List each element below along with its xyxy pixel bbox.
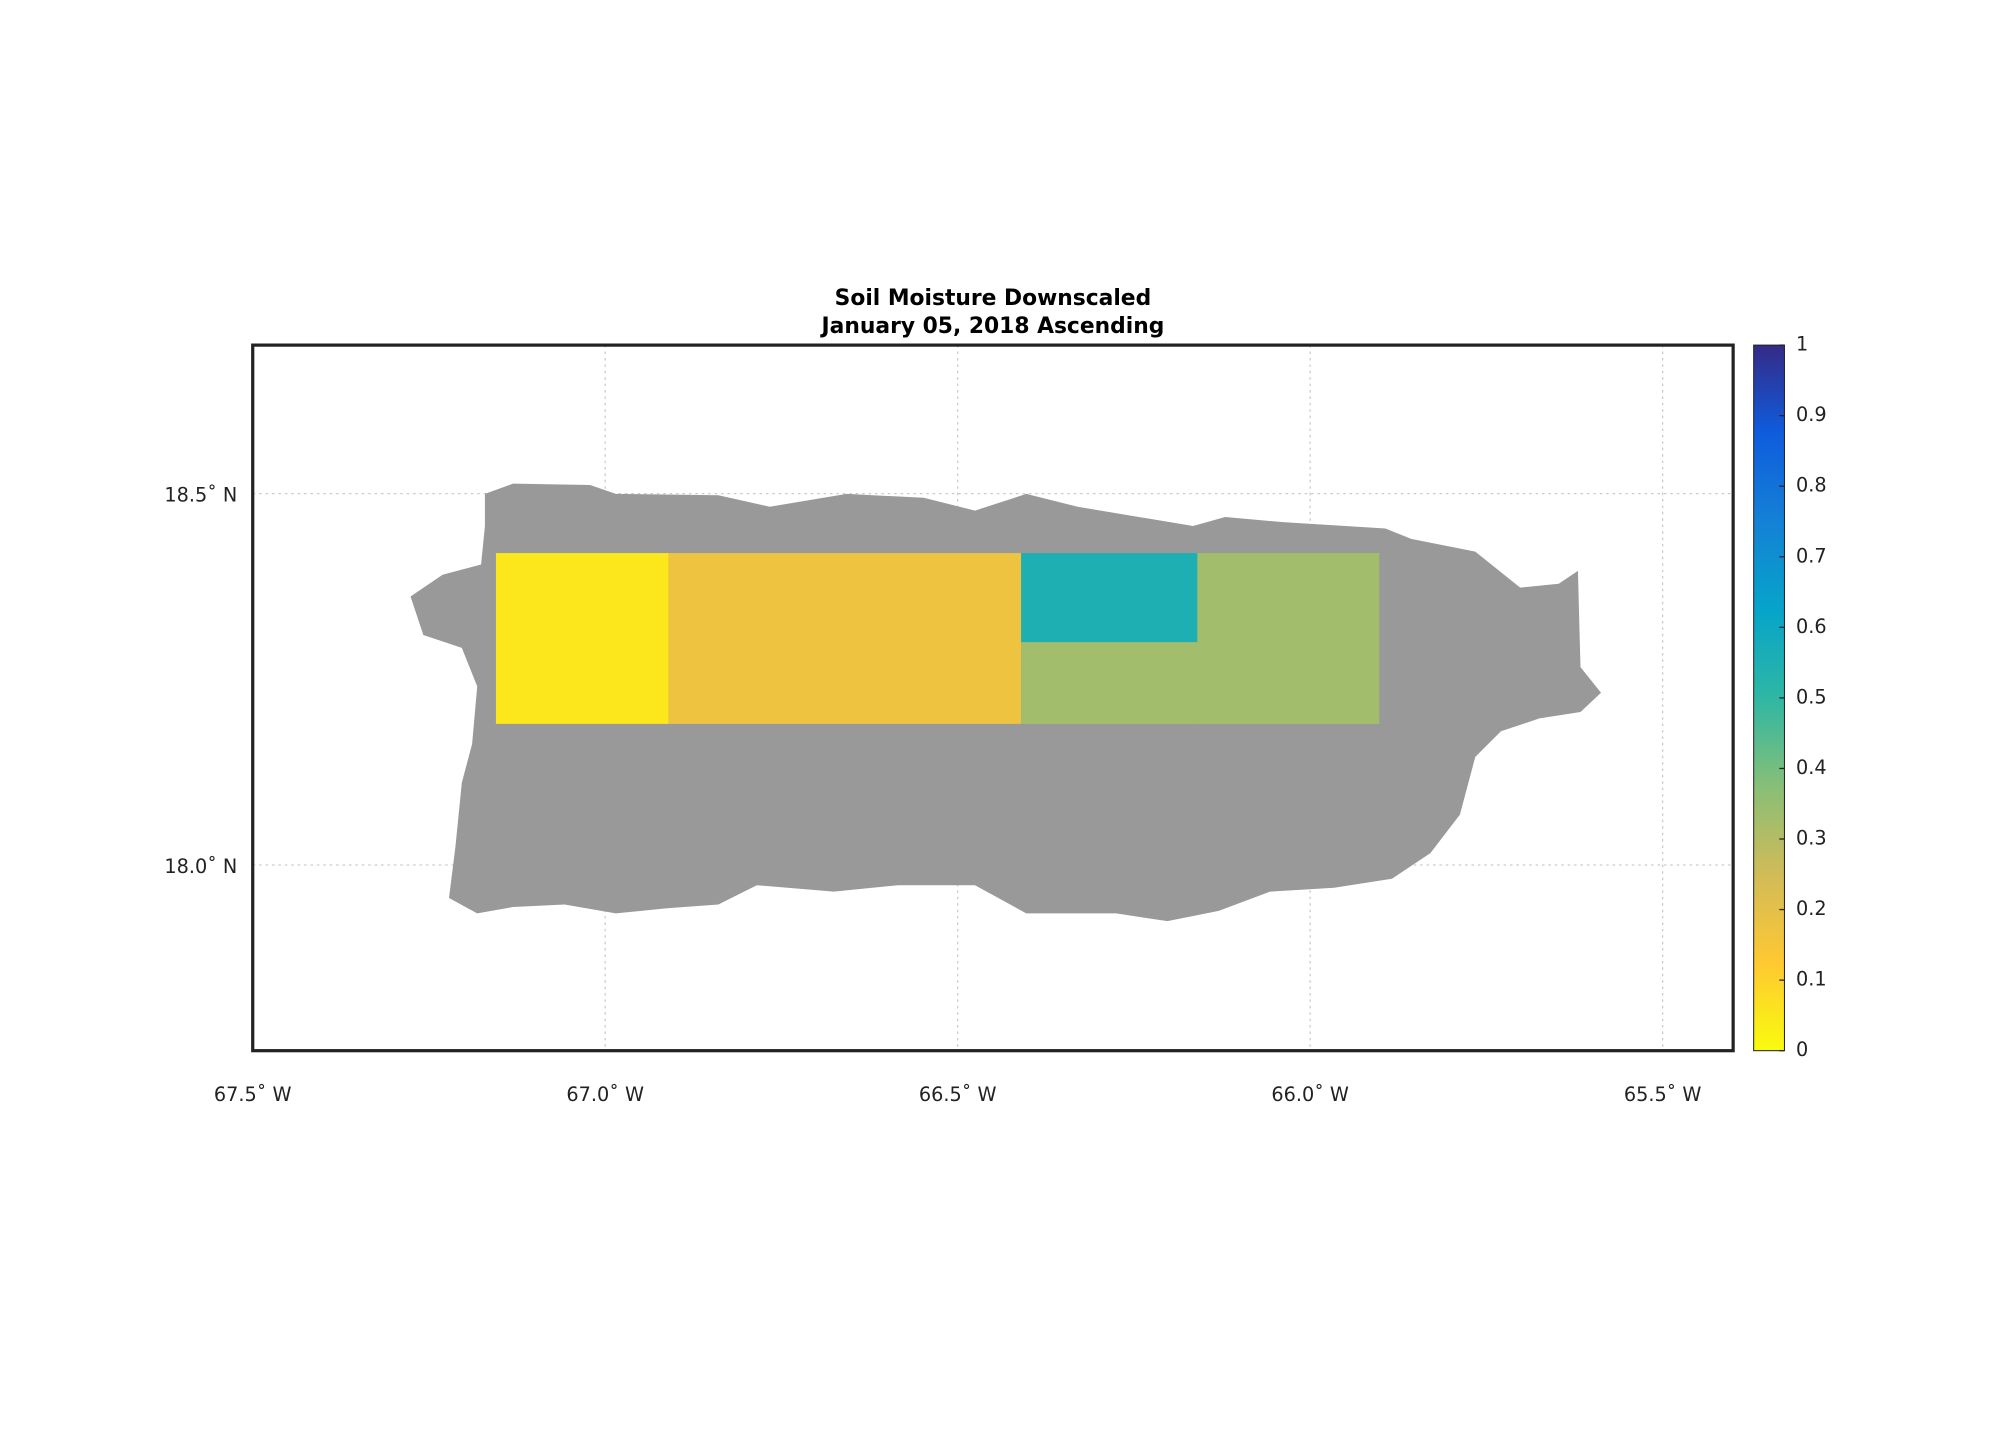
soil-moisture-cell	[1021, 642, 1198, 724]
soil-moisture-cell	[1197, 553, 1380, 724]
colorbar-tick-label: 0.9	[1796, 403, 1827, 426]
soil-moisture-cell	[668, 553, 1022, 724]
colorbar-tick-label: 0.7	[1796, 544, 1827, 567]
x-tick-label: 66.5˚ W	[919, 1083, 997, 1106]
colorbar-tick-label: 0.2	[1796, 897, 1827, 920]
colorbar-tick-label: 0.1	[1796, 968, 1827, 991]
soil-moisture-cell	[495, 553, 669, 724]
map-subtitle: January 05, 2018 Ascending	[820, 314, 1165, 339]
map-title: Soil Moisture Downscaled	[835, 286, 1152, 311]
colorbar-tick-label: 0.3	[1796, 827, 1827, 850]
colorbar-tick-label: 0.6	[1796, 615, 1827, 638]
x-tick-label: 65.5˚ W	[1624, 1083, 1702, 1106]
colorbar-tick-label: 0.4	[1796, 756, 1827, 779]
x-tick-label: 66.0˚ W	[1271, 1083, 1349, 1106]
colorbar-tick-label: 0	[1796, 1038, 1808, 1061]
map-frame	[251, 343, 1735, 1053]
colorbar-tick-label: 0.8	[1796, 474, 1827, 497]
y-tick-label: 18.5˚ N	[164, 484, 237, 507]
x-tick-label: 67.0˚ W	[566, 1083, 644, 1106]
colorbar-tick-label: 0.5	[1796, 685, 1827, 708]
soil-moisture-cell	[1021, 553, 1198, 643]
y-tick-label: 18.0˚ N	[164, 855, 237, 878]
x-tick-label: 67.5˚ W	[214, 1083, 292, 1106]
colorbar-tick-label: 1	[1796, 333, 1808, 356]
